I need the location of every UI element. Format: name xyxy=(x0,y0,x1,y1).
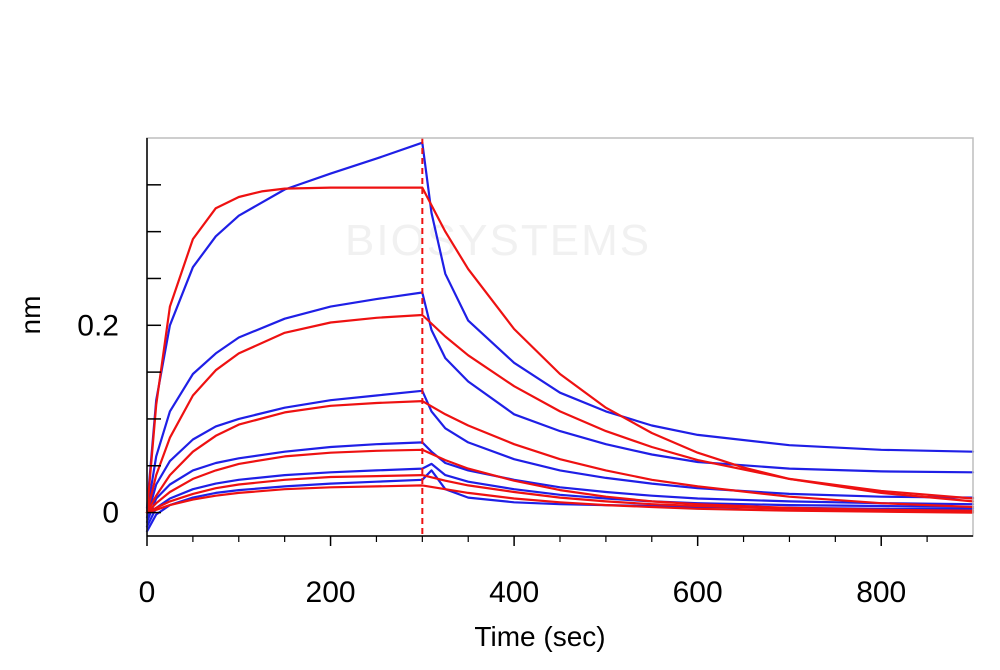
measured-curve-4 xyxy=(145,441,975,524)
fit-curve-8 xyxy=(145,313,975,514)
y-tick-label: 0 xyxy=(102,497,119,530)
x-tick-label: 0 xyxy=(139,576,156,609)
x-tick-label: 600 xyxy=(673,576,723,609)
measured-curve-2 xyxy=(145,291,975,514)
x-tick-label: 400 xyxy=(489,576,539,609)
watermark-text: BIOSYSTEMS xyxy=(345,216,651,265)
y-tick-label: 0.2 xyxy=(77,309,119,342)
fit-curve-10 xyxy=(145,448,975,514)
measured-curve-1 xyxy=(145,141,975,509)
x-axis-title: Time (sec) xyxy=(474,621,605,652)
fit-curve-9 xyxy=(145,400,975,514)
plot-content xyxy=(145,138,975,536)
x-tick-label: 800 xyxy=(856,576,906,609)
x-tick-label: 200 xyxy=(306,576,356,609)
fit-curve-11 xyxy=(145,474,975,514)
fit-curve-12 xyxy=(145,484,975,514)
measured-curve-6 xyxy=(145,469,975,533)
fit-curve-7 xyxy=(145,186,975,514)
y-axis-title: nm xyxy=(15,296,46,335)
axes: 0 200 400 600 800 0 0.2 xyxy=(77,138,973,609)
measured-curve-3 xyxy=(145,389,975,519)
